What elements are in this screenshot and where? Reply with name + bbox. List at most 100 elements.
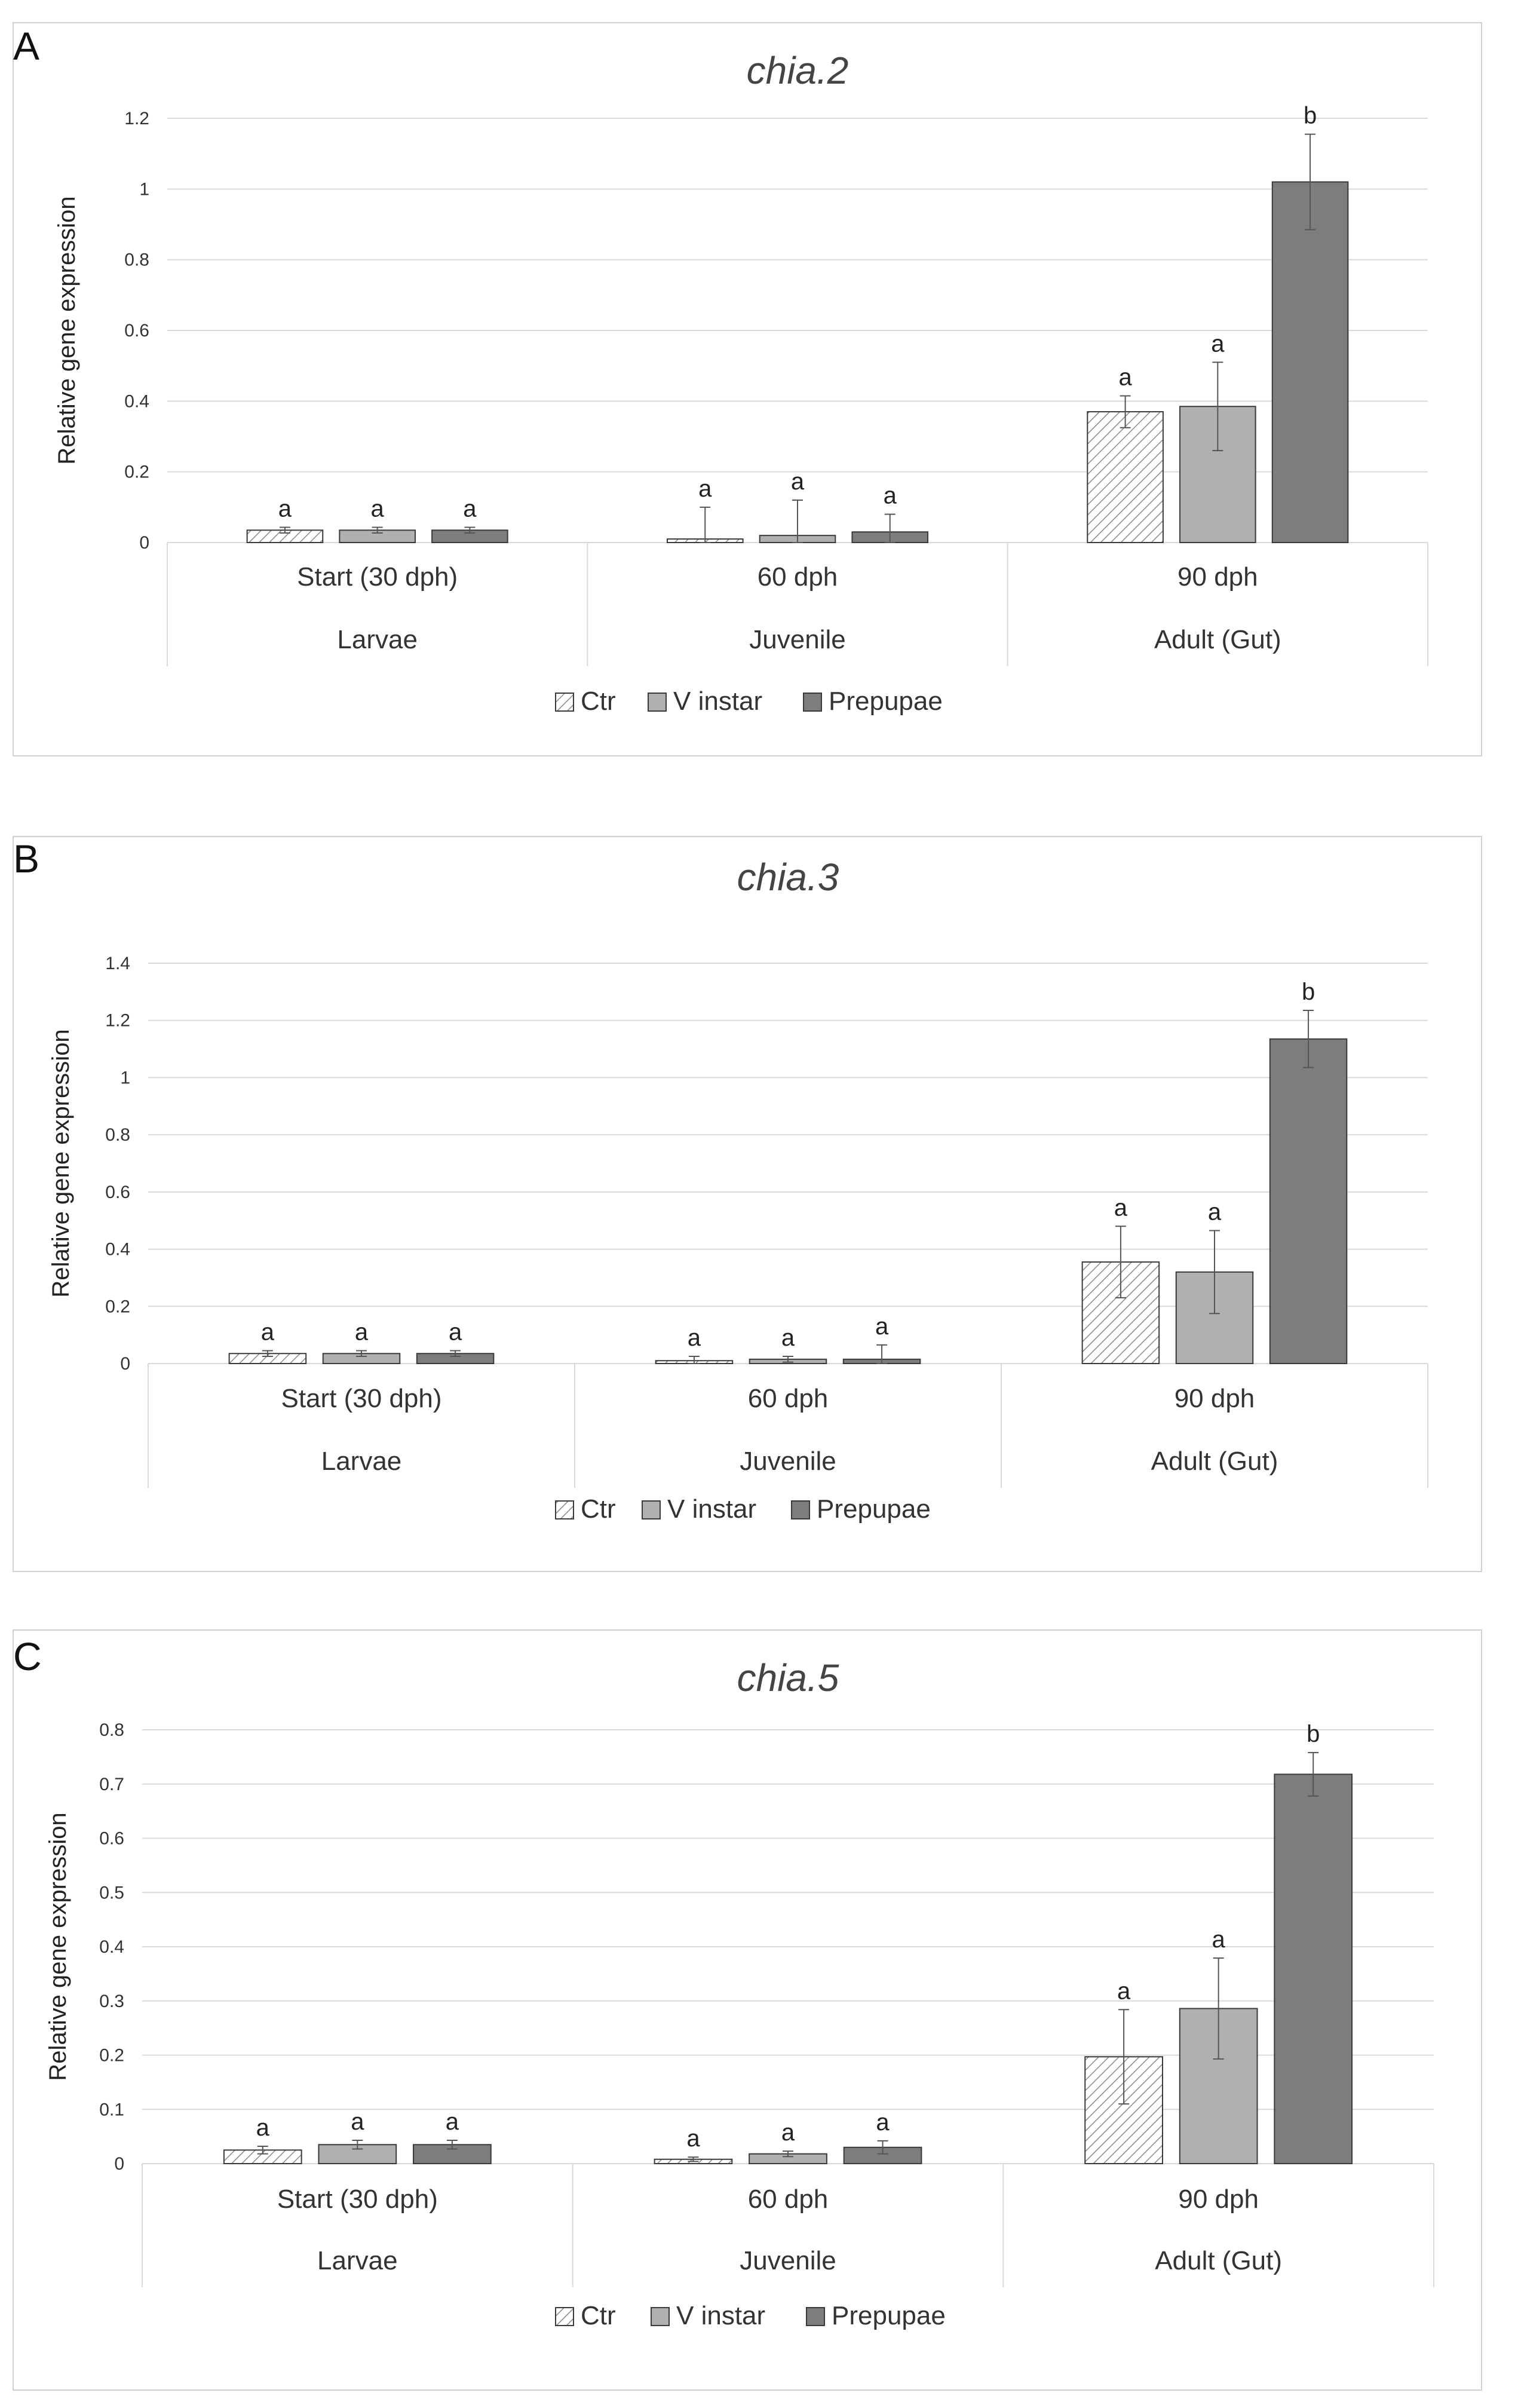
legend-swatch: [555, 1500, 574, 1519]
category-label: 60 dph: [748, 2185, 829, 2214]
chart-frame: [13, 836, 1482, 1572]
y-tick-label: 0.2: [105, 1297, 130, 1316]
legend-label: V instar: [676, 2301, 765, 2330]
significance-letter: a: [686, 2125, 700, 2152]
y-tick-label: 0: [120, 1354, 130, 1374]
significance-letter: a: [876, 2109, 890, 2136]
y-tick-label: 0.8: [99, 1720, 124, 1740]
y-tick-label: 0.2: [124, 462, 149, 482]
significance-letter: b: [1307, 1721, 1320, 1747]
chart-frame: [13, 1629, 1482, 2391]
y-tick-label: 0.4: [124, 391, 149, 411]
legend-label: V instar: [667, 1494, 756, 1524]
y-tick-label: 1.4: [105, 954, 130, 973]
significance-letter: a: [698, 476, 712, 502]
significance-letter: a: [351, 2109, 364, 2135]
category-label: Start (30 dph): [281, 1384, 441, 1413]
bar-prepupae: [1269, 1038, 1348, 1365]
group-label: Adult (Gut): [1151, 1447, 1278, 1476]
group-label: Larvae: [321, 1447, 402, 1476]
significance-letter: a: [256, 2115, 270, 2141]
group-label: Adult (Gut): [1154, 625, 1281, 654]
y-tick-label: 0: [139, 533, 149, 553]
significance-letter: a: [355, 1319, 369, 1345]
y-tick-label: 0.1: [99, 2100, 124, 2119]
category-label: Start (30 dph): [277, 2185, 438, 2214]
significance-letter: a: [875, 1313, 889, 1340]
category-label: 60 dph: [758, 562, 838, 592]
group-label: Juvenile: [740, 2246, 836, 2275]
bar-ctr: [1087, 411, 1164, 543]
legend-swatch: [648, 693, 667, 712]
group-label: Larvae: [317, 2246, 398, 2275]
y-tick-label: 0.4: [99, 1937, 124, 1957]
y-tick-label: 0.6: [124, 321, 149, 341]
legend-swatch: [555, 2307, 574, 2326]
chart-frame: [13, 22, 1482, 756]
y-tick-label: 1.2: [105, 1011, 130, 1031]
y-tick-label: 0: [114, 2154, 124, 2174]
category-label: 90 dph: [1177, 562, 1258, 592]
y-tick-label: 0.7: [99, 1775, 124, 1794]
y-tick-label: 1.2: [124, 109, 149, 128]
significance-letter: a: [261, 1319, 275, 1345]
legend-label: Prepupae: [829, 687, 943, 716]
legend-swatch: [806, 2307, 825, 2326]
bar-prepupae: [1274, 1773, 1353, 2165]
bar-prepupae: [843, 2146, 922, 2165]
panel-letter: B: [13, 837, 39, 881]
significance-letter: a: [446, 2109, 459, 2135]
significance-letter: a: [463, 496, 477, 522]
y-tick-label: 0.8: [124, 250, 149, 270]
legend-label: Prepupae: [817, 1494, 931, 1524]
y-axis-label: Relative gene expression: [48, 1029, 74, 1297]
significance-letter: a: [781, 1325, 795, 1351]
legend-label: Prepupae: [832, 2301, 946, 2330]
legend-swatch: [642, 1500, 661, 1519]
category-label: 90 dph: [1174, 1384, 1255, 1413]
y-axis-label: Relative gene expression: [45, 1812, 71, 2081]
chart-title: chia.2: [747, 49, 849, 92]
significance-letter: a: [1117, 1978, 1131, 2004]
group-label: Juvenile: [749, 625, 845, 654]
group-label: Juvenile: [740, 1447, 836, 1476]
legend-label: Ctr: [581, 687, 616, 716]
chart-title: chia.3: [737, 856, 839, 899]
legend-label: Ctr: [581, 2301, 616, 2330]
significance-letter: a: [791, 468, 805, 495]
y-tick-label: 0.6: [99, 1829, 124, 1849]
significance-letter: a: [1208, 1199, 1222, 1225]
legend-label: V instar: [673, 687, 762, 716]
significance-letter: a: [449, 1319, 462, 1345]
panel-letter: C: [13, 1634, 42, 1678]
bar-prepupae: [1271, 181, 1349, 543]
panel-letter: A: [13, 24, 39, 68]
group-label: Adult (Gut): [1155, 2246, 1282, 2275]
significance-letter: a: [1211, 330, 1225, 357]
y-tick-label: 0.5: [99, 1883, 124, 1902]
significance-letter: a: [688, 1325, 701, 1351]
significance-letter: a: [1114, 1194, 1128, 1221]
significance-letter: b: [1304, 103, 1317, 129]
legend-swatch: [651, 2307, 670, 2326]
significance-letter: a: [371, 496, 385, 522]
y-tick-label: 1: [120, 1068, 130, 1087]
significance-letter: a: [884, 483, 897, 509]
legend-swatch: [791, 1500, 810, 1519]
category-label: 60 dph: [748, 1384, 829, 1413]
significance-letter: b: [1302, 979, 1315, 1005]
legend-swatch: [555, 693, 574, 712]
significance-letter: a: [1212, 1926, 1226, 1953]
significance-letter: a: [781, 2119, 795, 2146]
significance-letter: a: [278, 496, 292, 522]
y-tick-label: 1: [139, 179, 149, 199]
category-label: 90 dph: [1178, 2185, 1259, 2214]
y-tick-label: 0.3: [99, 1992, 124, 2011]
group-label: Larvae: [337, 625, 418, 654]
category-label: Start (30 dph): [297, 562, 458, 592]
legend-swatch: [803, 693, 822, 712]
legend-label: Ctr: [581, 1494, 616, 1524]
